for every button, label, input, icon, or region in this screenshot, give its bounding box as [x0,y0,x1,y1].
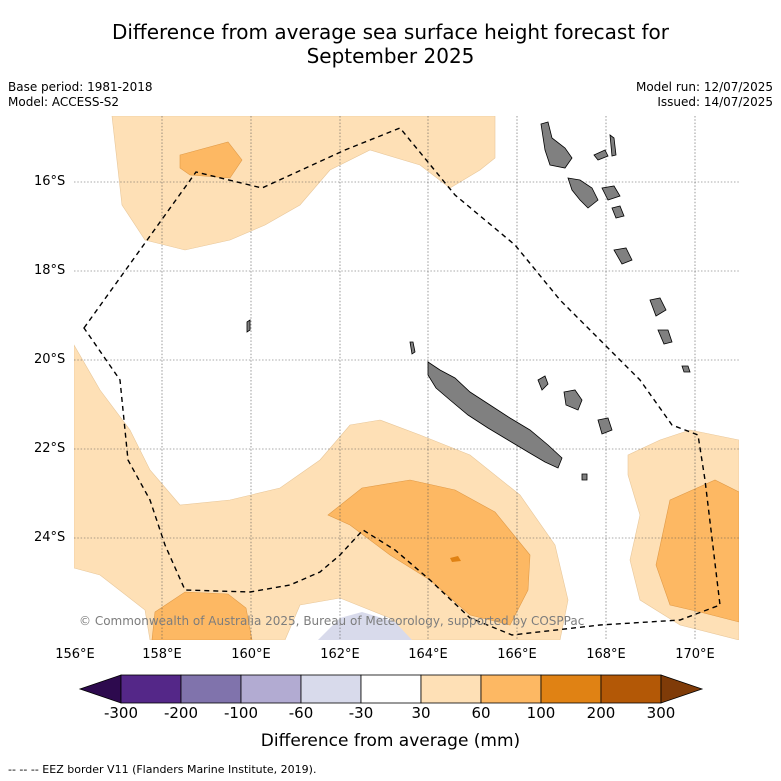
lat-label-18s: 18°S [34,263,66,278]
vanuatu-island-7 [613,247,633,265]
graticule [74,116,739,640]
meta-left: Base period: 1981-2018 Model: ACCESS-S2 [8,80,153,110]
colorbar-title: Difference from average (mm) [260,731,521,751]
colorbar-tick-label: -30 [348,704,374,722]
colorbar-tick-label: -100 [223,704,259,722]
colorbar-tick-label: 100 [526,704,556,722]
small-islet-1 [409,341,416,355]
lon-label-160e: 160°E [231,647,271,662]
colorbar-swatch-6 [420,674,482,704]
colorbar-swatch-1 [120,674,182,704]
vanuatu-island-3 [593,149,609,161]
lat-label-20s: 20°S [34,352,66,367]
colorbar [78,674,704,704]
lat-label-22s: 22°S [34,441,66,456]
fiji-island-2 [657,329,673,345]
colorbar-tick-label: 300 [646,704,676,722]
meta-right: Model run: 12/07/2025 Issued: 14/07/2025 [636,80,773,110]
eez-border [83,127,721,636]
vanuatu-island-6 [611,205,625,219]
colorbar-swatch-4 [300,674,362,704]
map-title-line1: Difference from average sea surface heig… [111,20,670,44]
colorbar-extend-high [660,674,704,704]
lon-label-156e: 156°E [55,647,95,662]
colorbar-swatch-5 [360,674,422,704]
lon-label-164e: 164°E [408,647,448,662]
vanuatu-island-5 [601,185,621,201]
base-period-text: Base period: 1981-2018 [8,80,153,94]
model-run-text: Model run: 12/07/2025 [635,80,773,94]
new-caledonia-island [427,361,563,469]
anomaly-region-60-100-south [151,591,253,640]
vanuatu-island-4 [609,134,617,157]
vanuatu-island-1 [540,121,573,169]
colorbar-swatch-7 [480,674,542,704]
lat-label-16s: 16°S [34,174,66,189]
land-masses [246,121,691,481]
colorbar-swatch-3 [240,674,302,704]
anomaly-region-60-100-east [655,479,739,623]
colorbar-tick-label: 30 [411,704,431,722]
anomaly-region-negative [318,612,412,640]
colorbar-swatch-9 [600,674,662,704]
lon-label-168e: 168°E [586,647,626,662]
colorbar-extend-low [78,674,122,704]
loyalty-island-2 [563,389,583,411]
lon-label-162e: 162°E [320,647,360,662]
colorbar-swatch-8 [540,674,602,704]
map-title-line2: September 2025 [306,44,475,68]
loyalty-island-1 [537,375,549,391]
issued-date-text: Issued: 14/07/2025 [657,95,773,109]
lat-label-24s: 24°S [34,530,66,545]
anomaly-region-60-100-north [179,141,243,179]
loyalty-island-3 [597,417,613,435]
colorbar-tick-label: -300 [103,704,139,722]
chesterfield-islet [246,319,251,333]
copyright-credit: © Commonwealth of Australia 2025, Bureau… [79,614,585,628]
vanuatu-island-2 [567,177,599,209]
model-name-text: Model: ACCESS-S2 [8,95,120,109]
colorbar-tick-label: 200 [586,704,616,722]
lon-label-170e: 170°E [675,647,715,662]
colorbar-tick-label: -200 [163,704,199,722]
fiji-island-3 [681,365,691,373]
lon-label-166e: 166°E [497,647,537,662]
fiji-island-1 [649,297,667,317]
colorbar-tick-label: 60 [471,704,491,722]
colorbar-swatch-2 [180,674,242,704]
anomaly-region-60-100-central [327,479,531,626]
anomaly-spot-100-200 [450,556,461,562]
lon-label-158e: 158°E [142,647,182,662]
small-islet-2 [581,473,588,481]
colorbar-tick-label: -60 [288,704,314,722]
eez-footnote: -- -- -- EEZ border V11 (Flanders Marine… [8,763,317,776]
